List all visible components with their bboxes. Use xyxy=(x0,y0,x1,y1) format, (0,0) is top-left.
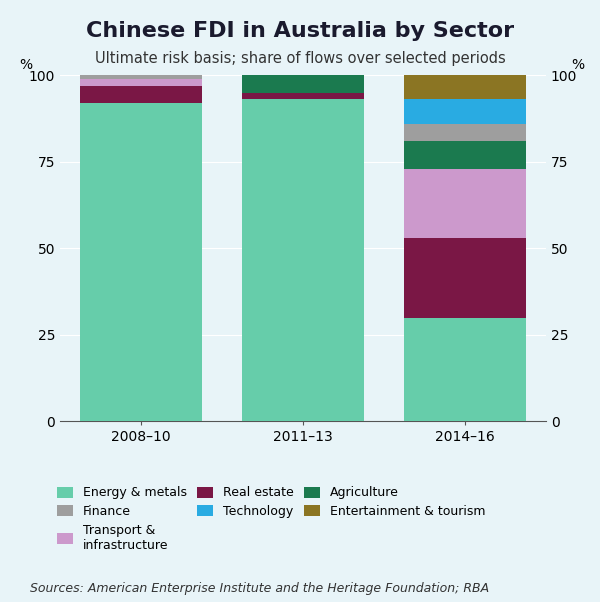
Bar xyxy=(404,123,526,141)
Bar xyxy=(404,169,526,238)
Bar xyxy=(80,75,202,79)
Bar xyxy=(404,141,526,169)
Bar xyxy=(242,75,364,93)
Bar xyxy=(404,238,526,317)
Bar xyxy=(404,75,526,99)
Bar xyxy=(80,103,202,421)
Bar xyxy=(242,99,364,421)
Bar xyxy=(80,79,202,85)
Text: Ultimate risk basis; share of flows over selected periods: Ultimate risk basis; share of flows over… xyxy=(95,51,505,66)
Text: Sources: American Enterprise Institute and the Heritage Foundation; RBA: Sources: American Enterprise Institute a… xyxy=(30,582,489,595)
Bar xyxy=(80,85,202,103)
Text: %: % xyxy=(19,58,32,72)
Legend: Energy & metals, Finance, Transport &
infrastructure, Real estate, Technology, ,: Energy & metals, Finance, Transport & in… xyxy=(56,486,485,552)
Text: Chinese FDI in Australia by Sector: Chinese FDI in Australia by Sector xyxy=(86,21,514,41)
Bar xyxy=(242,93,364,99)
Text: %: % xyxy=(571,58,584,72)
Bar xyxy=(404,99,526,123)
Bar xyxy=(404,317,526,421)
